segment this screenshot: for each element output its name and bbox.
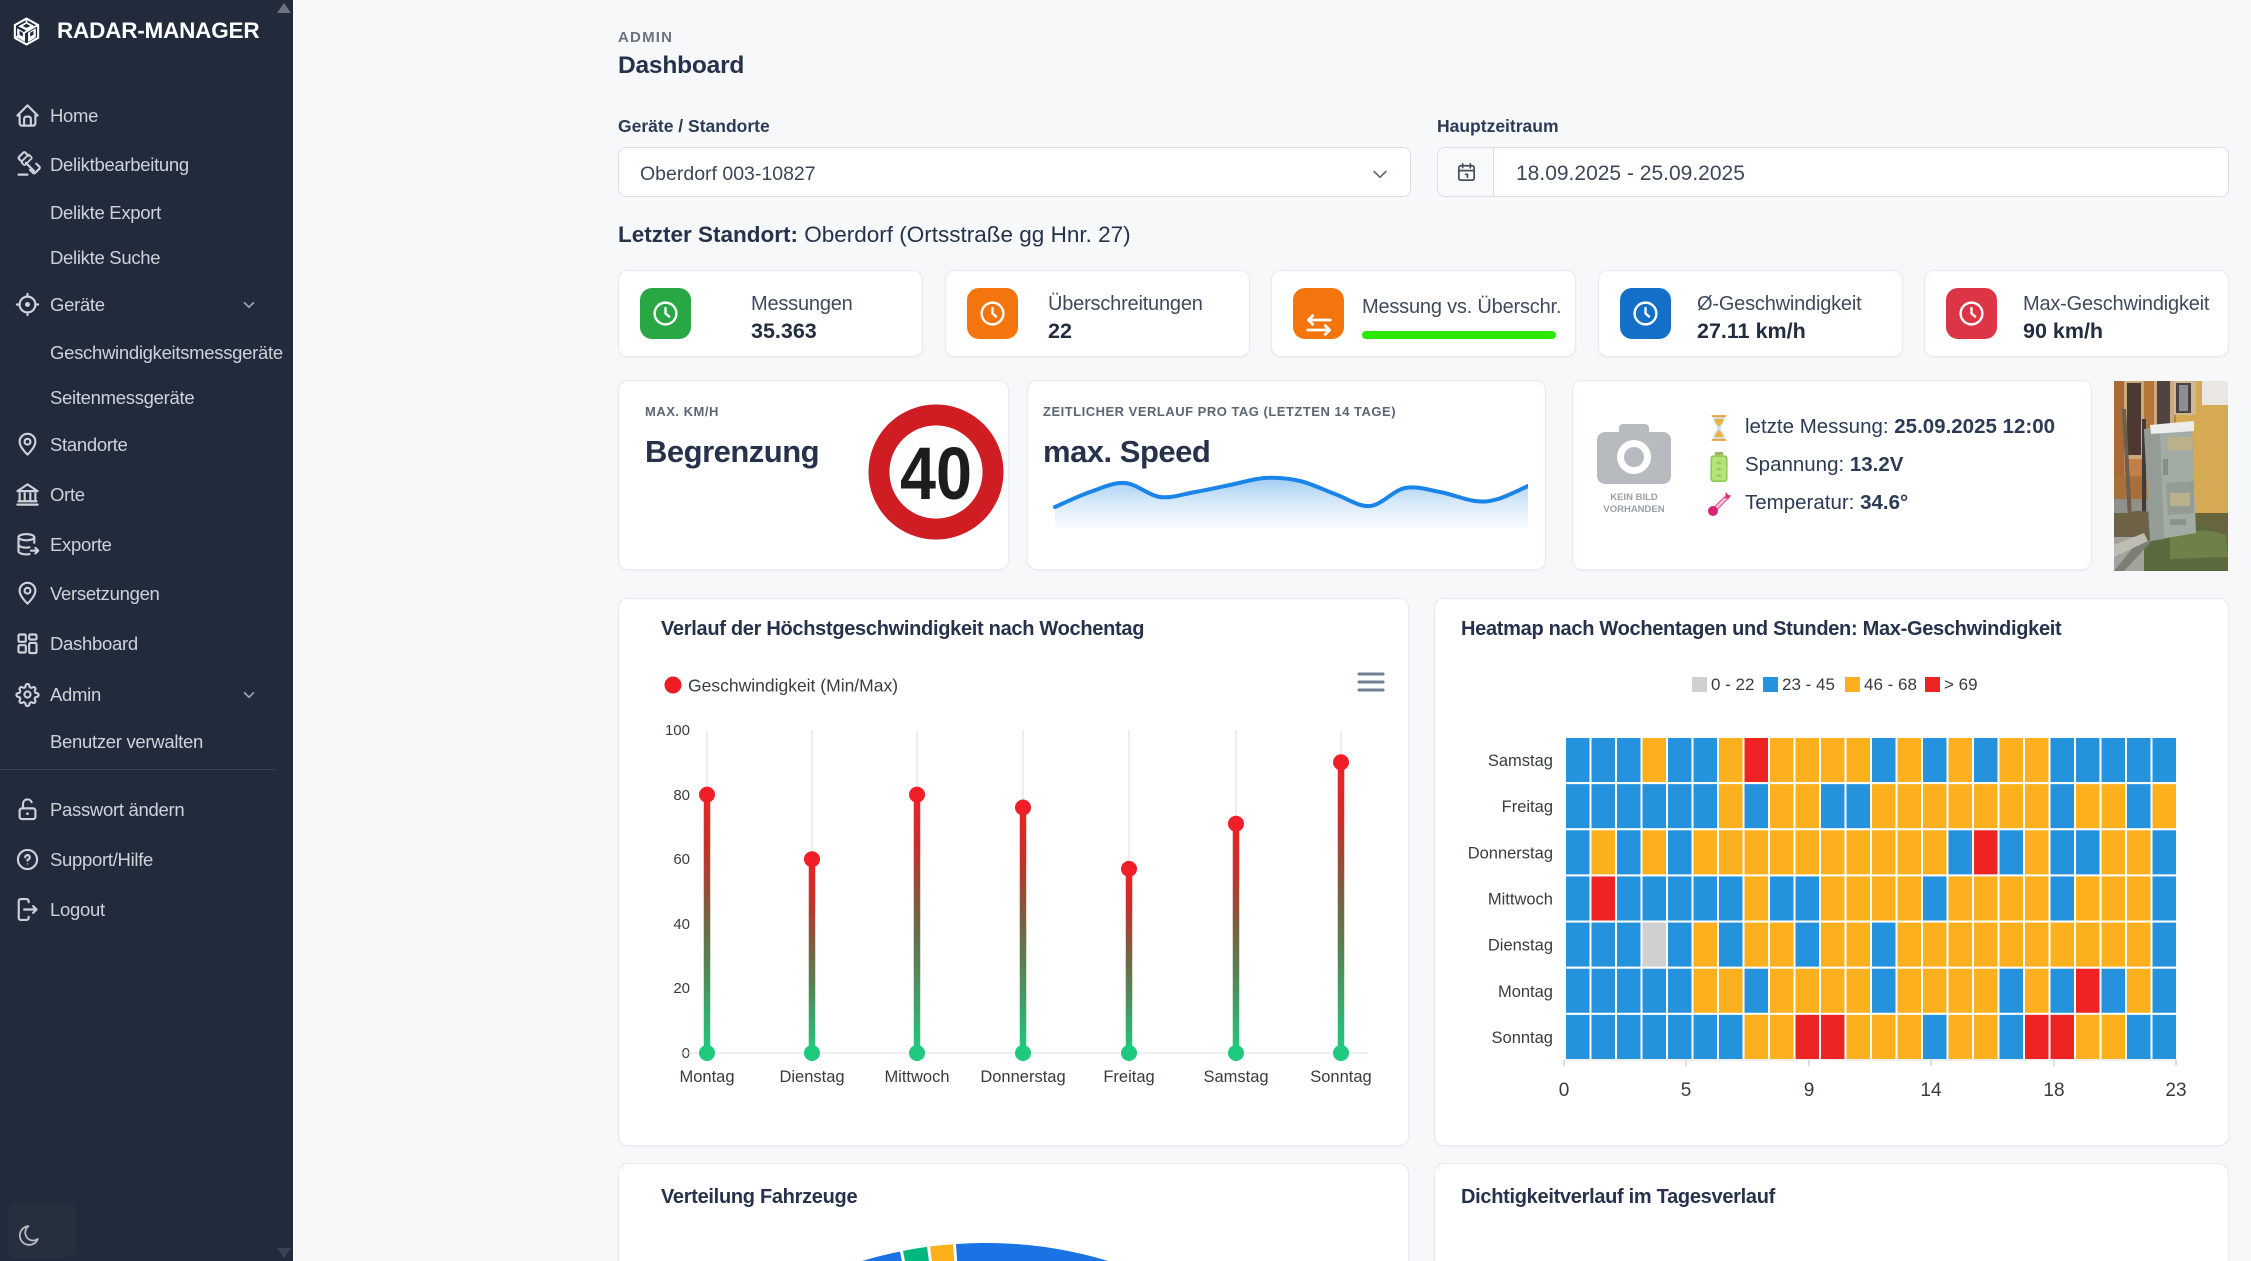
svg-text:Sonntag: Sonntag: [1492, 1029, 1553, 1047]
svg-text:9: 9: [1804, 1080, 1815, 1101]
svg-text:Freitag: Freitag: [1502, 798, 1553, 816]
svg-text:40: 40: [900, 432, 972, 515]
svg-text:Mittwoch: Mittwoch: [884, 1068, 949, 1086]
svg-text:Montag: Montag: [679, 1068, 734, 1086]
svg-text:0 - 22: 0 - 22: [1711, 675, 1754, 694]
svg-text:> 69: > 69: [1944, 675, 1978, 694]
svg-text:100: 100: [665, 722, 690, 739]
svg-text:Dienstag: Dienstag: [1488, 937, 1553, 955]
svg-text:Geschwindigkeit (Min/Max): Geschwindigkeit (Min/Max): [688, 676, 898, 696]
svg-text:Donnerstag: Donnerstag: [980, 1068, 1065, 1086]
svg-text:Donnerstag: Donnerstag: [1468, 844, 1553, 862]
svg-text:60: 60: [673, 851, 690, 868]
svg-text:Freitag: Freitag: [1103, 1068, 1154, 1086]
svg-text:23: 23: [2165, 1080, 2186, 1101]
svg-text:0: 0: [1559, 1080, 1570, 1101]
svg-text:23 - 45: 23 - 45: [1782, 675, 1835, 694]
svg-text:Mittwoch: Mittwoch: [1488, 891, 1553, 909]
svg-text:Dienstag: Dienstag: [779, 1068, 844, 1086]
svg-text:Montag: Montag: [1498, 983, 1553, 1001]
svg-text:Samstag: Samstag: [1203, 1068, 1268, 1086]
svg-text:46 - 68: 46 - 68: [1864, 675, 1917, 694]
svg-text:80: 80: [673, 787, 690, 804]
svg-text:18: 18: [2043, 1080, 2064, 1101]
svg-text:5: 5: [1681, 1080, 1692, 1101]
svg-text:14: 14: [1920, 1080, 1942, 1101]
svg-text:Sonntag: Sonntag: [1310, 1068, 1371, 1086]
svg-text:40: 40: [673, 916, 690, 933]
svg-text:Samstag: Samstag: [1488, 752, 1553, 770]
svg-text:20: 20: [673, 980, 690, 997]
